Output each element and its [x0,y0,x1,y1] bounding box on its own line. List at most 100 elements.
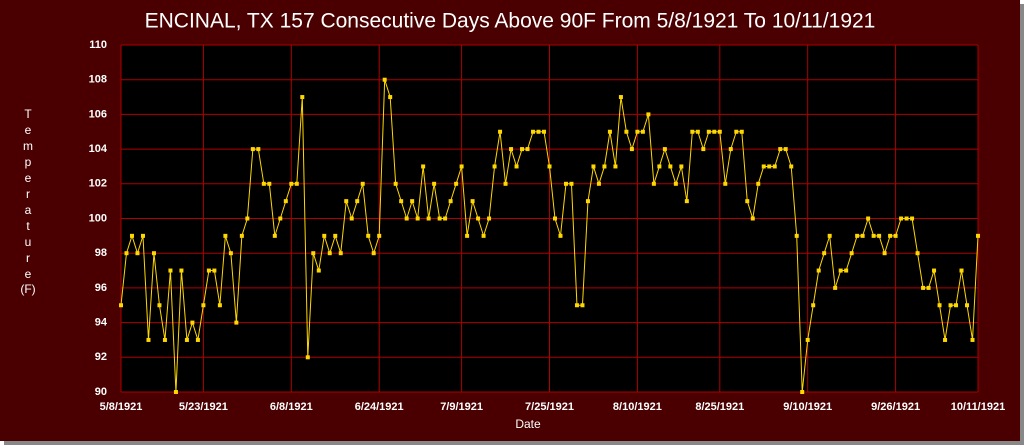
data-point [739,129,744,134]
y-tick-label: 110 [89,39,107,51]
data-point [162,337,167,342]
data-point [910,216,915,221]
data-point [514,164,519,169]
data-point [157,303,162,308]
x-tick-label: 7/9/1921 [440,401,483,413]
data-point [421,164,426,169]
data-point [261,181,266,186]
x-tick-label: 5/23/1921 [179,401,228,413]
data-point [481,233,486,238]
data-point [888,233,893,238]
data-point [333,233,338,238]
data-point [679,164,684,169]
x-tick-label: 8/10/1921 [613,401,662,413]
data-point [426,216,431,221]
data-point [624,129,629,134]
data-point [965,303,970,308]
data-point [976,233,980,238]
data-point [585,199,590,204]
x-tick-label: 6/8/1921 [270,401,313,413]
data-point [327,251,332,256]
data-point [662,147,667,152]
data-point [827,233,832,238]
data-point [635,129,640,134]
y-tick-label: 102 [89,178,107,190]
data-point [437,216,442,221]
data-point [657,164,662,169]
data-point [360,181,365,186]
data-point [465,233,470,238]
x-tick-label: 9/10/1921 [783,401,832,413]
data-point [673,181,678,186]
data-point [596,181,601,186]
y-tick-label: 90 [95,386,107,398]
data-point [140,233,145,238]
data-point [607,129,612,134]
data-point [129,233,134,238]
data-point [311,251,316,256]
data-point [844,268,849,273]
data-point [871,233,876,238]
data-point [805,337,810,342]
data-point [783,147,788,152]
data-point [432,181,437,186]
data-point [728,147,733,152]
data-point [503,181,508,186]
data-point [629,147,634,152]
data-point [388,95,393,100]
data-point [344,199,349,204]
data-point [124,251,129,256]
data-point [591,164,596,169]
y-tick-label: 94 [95,317,108,329]
data-point [498,129,503,134]
data-point [772,164,777,169]
data-point [668,164,673,169]
y-axis-unit: (F) [20,282,35,296]
data-point [712,129,717,134]
x-tick-label: 8/25/1921 [695,401,744,413]
data-point [640,129,645,134]
data-point [487,216,492,221]
data-point [212,268,217,273]
data-point [289,181,294,186]
data-point [168,268,173,273]
frame-shadow [1020,4,1024,445]
data-point [201,303,206,308]
data-point [217,303,222,308]
data-point [228,251,233,256]
data-point [849,251,854,256]
data-point [569,181,574,186]
data-point [723,181,728,186]
data-point [893,233,898,238]
data-point [393,181,398,186]
data-point [943,337,948,342]
data-point [399,199,404,204]
data-point [789,164,794,169]
data-point [146,337,151,342]
data-point [278,216,283,221]
data-point [646,112,651,117]
data-point [531,129,536,134]
data-point [454,181,459,186]
data-point [552,216,557,221]
frame-shadow [4,441,1024,445]
data-point [547,164,552,169]
data-point [574,303,579,308]
data-point [459,164,464,169]
data-point [794,233,799,238]
data-point [404,216,409,221]
data-point [338,251,343,256]
data-point [119,303,123,308]
data-point [860,233,865,238]
data-point [525,147,530,152]
data-point [305,355,310,360]
data-point [838,268,843,273]
data-point [371,251,376,256]
data-point [366,233,371,238]
data-point [701,147,706,152]
data-point [476,216,481,221]
chart-title: ENCINAL, TX 157 Consecutive Days Above 9… [145,10,876,33]
y-tick-label: 104 [89,143,108,155]
